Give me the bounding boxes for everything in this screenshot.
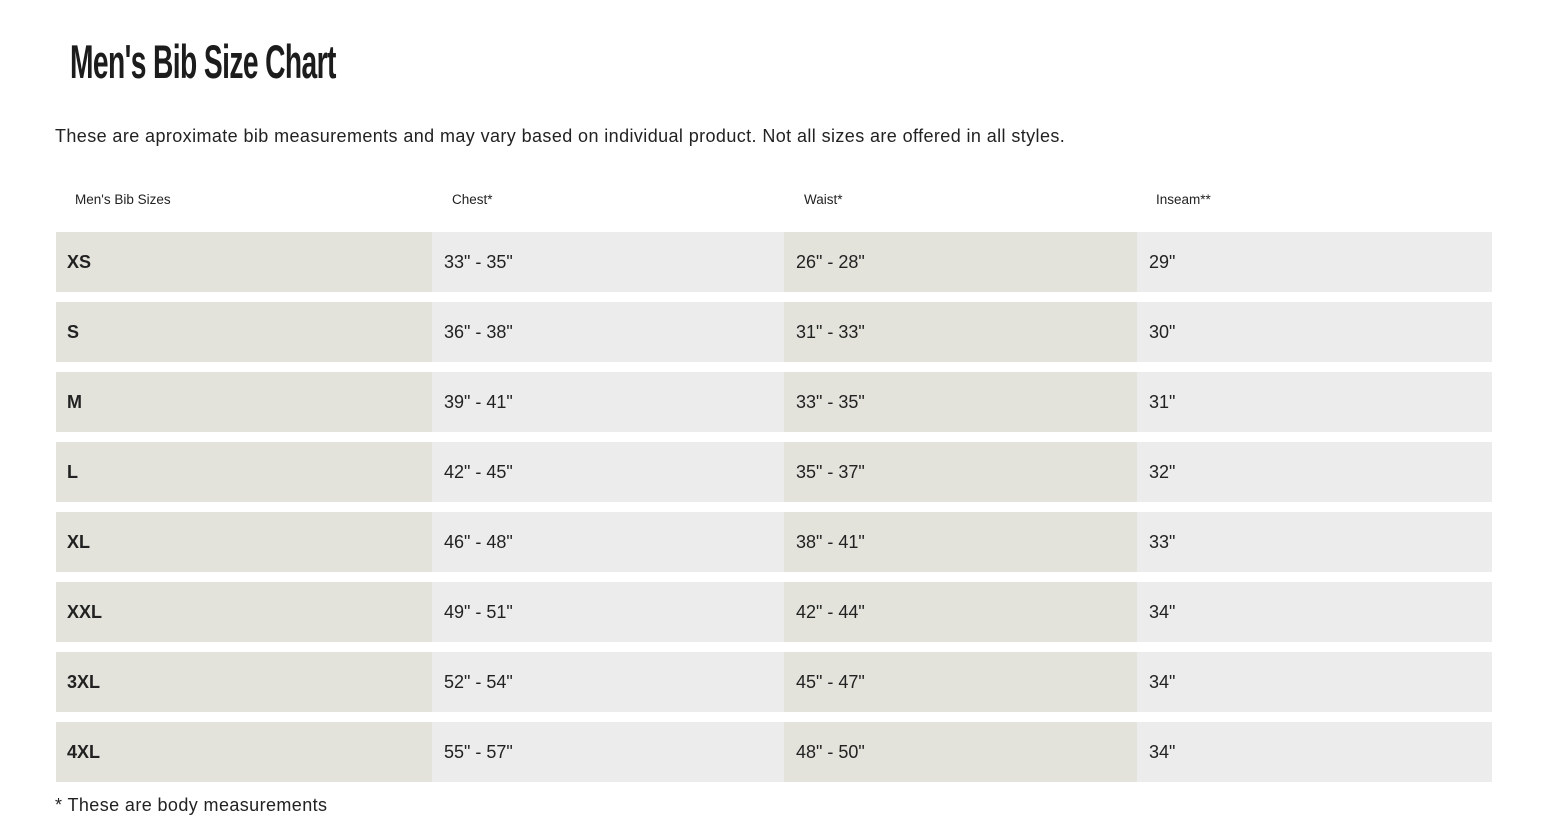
table-row: S 36" - 38" 31" - 33" 30" <box>56 302 1492 362</box>
cell-chest: 39" - 41" <box>432 372 784 432</box>
cell-waist: 31" - 33" <box>784 302 1137 362</box>
cell-size: 4XL <box>56 722 432 782</box>
cell-waist: 38" - 41" <box>784 512 1137 572</box>
cell-inseam: 33" <box>1137 512 1492 572</box>
cell-waist: 45" - 47" <box>784 652 1137 712</box>
cell-waist: 48" - 50" <box>784 722 1137 782</box>
cell-waist: 35" - 37" <box>784 442 1137 502</box>
cell-size: 3XL <box>56 652 432 712</box>
cell-inseam: 32" <box>1137 442 1492 502</box>
cell-waist: 26" - 28" <box>784 232 1137 292</box>
table-row: XXL 49" - 51" 42" - 44" 34" <box>56 582 1492 642</box>
table-row: 4XL 55" - 57" 48" - 50" 34" <box>56 722 1492 782</box>
cell-inseam: 34" <box>1137 722 1492 782</box>
header-size: Men's Bib Sizes <box>75 192 171 207</box>
table-row: 3XL 52" - 54" 45" - 47" 34" <box>56 652 1492 712</box>
table-row: XS 33" - 35" 26" - 28" 29" <box>56 232 1492 292</box>
header-inseam: Inseam** <box>1156 192 1211 207</box>
cell-chest: 55" - 57" <box>432 722 784 782</box>
cell-inseam: 29" <box>1137 232 1492 292</box>
header-chest: Chest* <box>452 192 493 207</box>
cell-chest: 46" - 48" <box>432 512 784 572</box>
table-row: M 39" - 41" 33" - 35" 31" <box>56 372 1492 432</box>
cell-chest: 33" - 35" <box>432 232 784 292</box>
intro-text: These are aproximate bib measurements an… <box>55 126 1066 146</box>
cell-size: M <box>56 372 432 432</box>
footnote: * These are body measurements <box>55 795 328 815</box>
cell-chest: 49" - 51" <box>432 582 784 642</box>
table-row: L 42" - 45" 35" - 37" 32" <box>56 442 1492 502</box>
page-title: Men's Bib Size Chart <box>70 35 336 88</box>
header-waist: Waist* <box>804 192 843 207</box>
cell-size: XS <box>56 232 432 292</box>
cell-chest: 52" - 54" <box>432 652 784 712</box>
cell-chest: 36" - 38" <box>432 302 784 362</box>
cell-inseam: 34" <box>1137 582 1492 642</box>
cell-inseam: 34" <box>1137 652 1492 712</box>
cell-size: XXL <box>56 582 432 642</box>
cell-size: S <box>56 302 432 362</box>
cell-size: L <box>56 442 432 502</box>
cell-size: XL <box>56 512 432 572</box>
cell-waist: 33" - 35" <box>784 372 1137 432</box>
cell-inseam: 31" <box>1137 372 1492 432</box>
cell-inseam: 30" <box>1137 302 1492 362</box>
cell-chest: 42" - 45" <box>432 442 784 502</box>
cell-waist: 42" - 44" <box>784 582 1137 642</box>
table-row: XL 46" - 48" 38" - 41" 33" <box>56 512 1492 572</box>
